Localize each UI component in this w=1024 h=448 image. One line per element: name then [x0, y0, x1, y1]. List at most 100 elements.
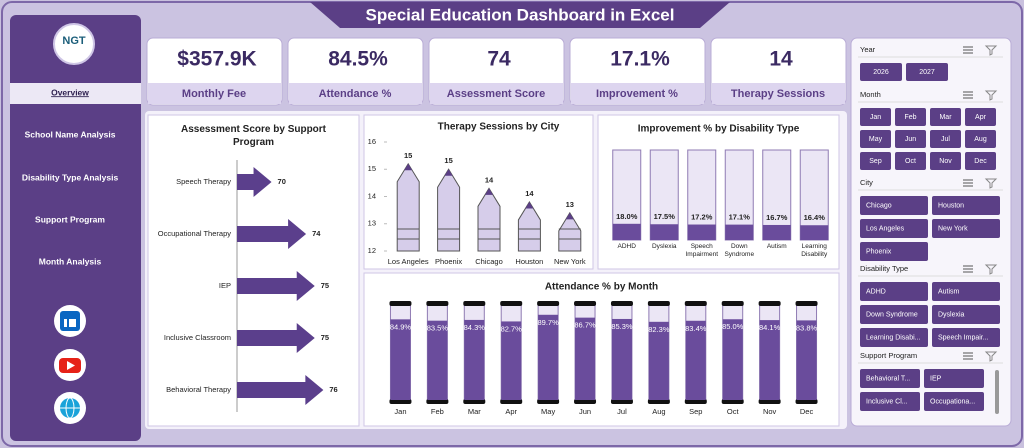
kpi-label-strip — [289, 83, 422, 104]
clear-filter-icon[interactable] — [984, 264, 998, 275]
clear-filter-icon[interactable] — [984, 90, 998, 101]
slicer-button[interactable] — [860, 242, 928, 261]
slicer-button[interactable] — [932, 219, 1000, 238]
slicer-item[interactable]: Oct — [905, 158, 916, 165]
x-tick-label: Learning Disability — [801, 243, 828, 258]
nav-item[interactable]: Month Analysis — [39, 256, 102, 266]
slicer-item[interactable]: Behavioral T... — [866, 375, 910, 382]
slicer-button[interactable] — [930, 130, 961, 148]
slicer-item[interactable]: Autism — [938, 288, 960, 295]
slicer-item[interactable]: New York — [938, 225, 968, 232]
clear-filter-icon[interactable] — [984, 45, 998, 56]
youtube-play — [67, 361, 75, 370]
slicer-item[interactable]: Chicago — [866, 202, 892, 209]
slicer-button[interactable] — [965, 152, 996, 170]
container-cap — [795, 301, 818, 306]
slicer-button[interactable] — [860, 305, 928, 324]
slicer-button[interactable] — [860, 130, 891, 148]
slicer-item[interactable]: Jun — [905, 136, 916, 143]
value-label: 84.9% — [390, 322, 412, 331]
slicer-button[interactable] — [906, 63, 948, 81]
slicer-item[interactable]: Dyslexia — [938, 311, 965, 318]
nav-item[interactable]: School Name Analysis — [25, 129, 116, 139]
slicer-button[interactable] — [965, 130, 996, 148]
slicer-item[interactable]: Nov — [939, 158, 952, 165]
slicer-item[interactable]: Los Angeles — [866, 225, 905, 232]
category-label: IEP — [219, 281, 231, 290]
slicer-button[interactable] — [932, 282, 1000, 301]
container-cap — [426, 399, 449, 404]
value-label: 16.7% — [766, 213, 788, 222]
slicer-button[interactable] — [860, 196, 928, 215]
slicer-item[interactable]: Houston — [938, 202, 964, 209]
value-label: 14 — [525, 189, 534, 198]
slicer-item[interactable]: Mar — [939, 114, 952, 121]
nav-item[interactable]: Disability Type Analysis — [22, 172, 119, 182]
x-tick-label: Down Syndrome — [724, 243, 755, 258]
slicer-item[interactable]: May — [869, 136, 883, 143]
dashboard-title: Special Education Dashboard in Excel — [366, 5, 675, 24]
slicer-item[interactable]: Jan — [870, 114, 881, 121]
slicer-item[interactable]: Feb — [904, 114, 916, 121]
slicer-button[interactable] — [924, 369, 984, 388]
slicer-item[interactable]: Aug — [974, 136, 987, 143]
slicer-item[interactable]: Occupationa... — [930, 398, 975, 405]
slicer-item[interactable]: Inclusive Cl... — [866, 398, 908, 405]
slicer-button[interactable] — [895, 152, 926, 170]
slicer-button[interactable] — [860, 328, 928, 347]
x-tick-label: Sep — [689, 407, 702, 416]
pencil-bar — [437, 168, 461, 252]
slicer-item[interactable]: Jul — [941, 136, 950, 143]
value-label: 76 — [329, 385, 337, 394]
slicer-item[interactable]: 2027 — [919, 69, 935, 76]
clear-filter-icon[interactable] — [984, 178, 998, 189]
slicer-button[interactable] — [860, 63, 902, 81]
kpi-value: 17.1% — [610, 48, 670, 71]
slicer-item[interactable]: Apr — [975, 114, 987, 121]
column — [796, 320, 817, 400]
slicer-item[interactable]: Learning Disabi... — [866, 334, 921, 341]
column — [501, 321, 522, 400]
value-label: 83.4% — [685, 324, 707, 333]
slicer-item[interactable]: Phoenix — [866, 248, 892, 255]
slicer-item[interactable]: Sep — [869, 158, 882, 165]
value-label: 75 — [321, 333, 329, 342]
slicer-button[interactable] — [860, 108, 891, 126]
slicer-button[interactable] — [924, 392, 984, 411]
value-label: 84.1% — [759, 323, 781, 332]
slicer-button[interactable] — [895, 130, 926, 148]
nav-active — [10, 83, 141, 104]
slicer-button[interactable] — [860, 219, 928, 238]
slicer-button[interactable] — [965, 108, 996, 126]
value-label: 83.5% — [427, 324, 449, 333]
column — [685, 320, 706, 400]
slicer-button[interactable] — [860, 369, 920, 388]
nav-item[interactable]: Overview — [51, 87, 89, 97]
slicer-button[interactable] — [860, 282, 928, 301]
x-tick-label: Phoenix — [435, 257, 462, 266]
container-cap — [500, 301, 523, 306]
clear-filter-icon[interactable] — [984, 351, 998, 362]
slicer-button[interactable] — [895, 108, 926, 126]
sidebar — [10, 15, 141, 441]
slicer-button[interactable] — [932, 305, 1000, 324]
slicer-button[interactable] — [930, 108, 961, 126]
value-label: 15 — [444, 156, 452, 165]
slicer-item[interactable]: ADHD — [866, 288, 886, 295]
slicer-button[interactable] — [860, 392, 920, 411]
x-tick-label: Mar — [468, 407, 481, 416]
container-cap — [500, 399, 523, 404]
slicer-button[interactable] — [932, 196, 1000, 215]
column-container — [799, 149, 829, 241]
slicer-button[interactable] — [932, 328, 1000, 347]
slicer-item[interactable]: Dec — [974, 158, 987, 165]
slicer-button[interactable] — [930, 152, 961, 170]
slicer-item[interactable]: Down Syndrome — [866, 311, 918, 318]
slicer-item[interactable]: Speech Impair... — [938, 334, 989, 341]
slicer-item[interactable]: 2026 — [873, 69, 889, 76]
y-tick-label: 16 — [368, 137, 376, 146]
nav-item[interactable]: Support Program — [35, 214, 105, 224]
slicer-button[interactable] — [860, 152, 891, 170]
column — [648, 321, 669, 400]
slicer-item[interactable]: IEP — [930, 375, 942, 382]
